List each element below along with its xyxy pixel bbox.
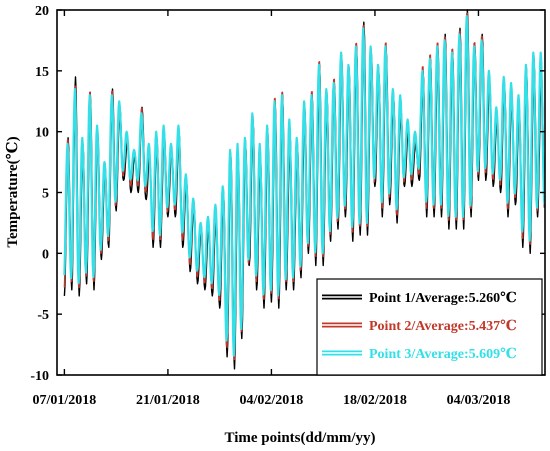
y-axis: -10 -5 0 5 10 15 20 [30,4,545,384]
x-tick-label: 04/03/2018 [447,393,511,408]
y-tick-label: 0 [42,247,49,262]
legend-label-point3: Point 3/Average:5.609℃ [369,347,517,362]
y-tick-label: -10 [30,369,49,384]
y-tick-label: 15 [35,65,49,80]
legend: Point 1/Average:5.260℃ Point 2/Average:5… [316,278,543,376]
x-tick-label: 18/02/2018 [343,393,407,408]
series-layer [63,9,546,370]
y-tick-label: 5 [42,187,49,202]
x-axis-label: Time points(dd/mm/yy) [225,430,376,446]
x-tick-label: 07/01/2018 [33,393,97,408]
x-tick-label: 04/02/2018 [240,393,304,408]
x-axis: 07/01/2018 21/01/2018 04/02/2018 18/02/2018… [33,10,511,408]
x-tick-label: 21/01/2018 [136,393,200,408]
y-tick-label: 10 [35,126,49,141]
y-axis-label: Temperature(℃) [5,136,21,247]
y-tick-label: -5 [37,308,49,323]
y-tick-label: 20 [35,4,49,19]
legend-label-point1: Point 1/Average:5.260℃ [369,291,517,306]
series-line-point3 [63,15,546,357]
legend-label-point2: Point 2/Average:5.437℃ [369,319,517,334]
